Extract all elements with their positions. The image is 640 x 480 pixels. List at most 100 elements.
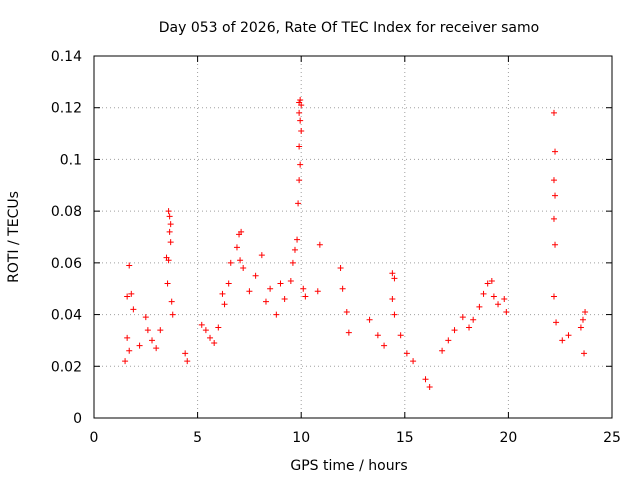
data-point <box>136 342 143 349</box>
data-point <box>374 332 381 339</box>
data-point <box>291 246 298 253</box>
data-point <box>202 327 209 334</box>
data-point <box>459 314 466 321</box>
data-point <box>122 358 129 365</box>
data-point <box>128 290 135 297</box>
data-point <box>397 332 404 339</box>
data-point <box>577 324 584 331</box>
data-point <box>316 241 323 248</box>
data-point <box>124 334 131 341</box>
data-point <box>495 301 502 308</box>
data-point <box>277 280 284 287</box>
data-point <box>153 345 160 352</box>
data-point <box>221 301 228 308</box>
data-point <box>207 334 214 341</box>
data-point <box>559 337 566 344</box>
data-point <box>227 259 234 266</box>
y-tick-label: 0.02 <box>51 359 82 375</box>
data-point <box>281 296 288 303</box>
data-point <box>345 329 352 336</box>
data-point <box>142 314 149 321</box>
data-point <box>488 277 495 284</box>
data-point <box>550 109 557 116</box>
data-point <box>124 293 131 300</box>
data-point <box>167 221 174 228</box>
y-tick-label: 0.12 <box>51 101 82 117</box>
data-point <box>211 340 218 347</box>
data-point <box>219 290 226 297</box>
data-point <box>297 161 304 168</box>
x-tick-label: 15 <box>396 430 414 446</box>
data-point <box>169 311 176 318</box>
data-point <box>238 228 245 235</box>
plot-frame <box>93 55 613 419</box>
data-point <box>198 321 205 328</box>
data-point <box>246 288 253 295</box>
data-point <box>144 327 151 334</box>
data-point <box>343 308 350 315</box>
data-point <box>552 241 559 248</box>
data-point <box>258 252 265 259</box>
x-tick-label: 10 <box>292 430 310 446</box>
data-point <box>445 337 452 344</box>
data-point <box>550 293 557 300</box>
data-point <box>403 350 410 357</box>
data-point <box>233 244 240 251</box>
data-point <box>165 208 172 215</box>
data-point <box>157 327 164 334</box>
data-point <box>582 308 589 315</box>
data-point <box>167 239 174 246</box>
data-point <box>297 117 304 124</box>
data-point <box>168 298 175 305</box>
data-point <box>166 213 173 220</box>
data-point <box>552 192 559 199</box>
y-tick-label: 0.14 <box>51 49 82 65</box>
data-point <box>476 303 483 310</box>
data-point <box>166 228 173 235</box>
y-tick-label: 0.06 <box>51 256 82 272</box>
x-axis-label: GPS time / hours <box>290 458 407 474</box>
data-point <box>296 99 303 106</box>
grid-lines <box>94 56 612 418</box>
data-point <box>267 285 274 292</box>
data-point <box>149 337 156 344</box>
data-point <box>389 296 396 303</box>
data-point <box>389 270 396 277</box>
data-point <box>130 306 137 313</box>
data-point <box>484 280 491 287</box>
data-point <box>182 350 189 357</box>
y-tick-label: 0.08 <box>51 204 82 220</box>
data-point <box>550 177 557 184</box>
data-point <box>466 324 473 331</box>
data-point <box>391 275 398 282</box>
data-point <box>553 319 560 326</box>
x-tick-label: 5 <box>193 430 202 446</box>
y-tick-label: 0.1 <box>60 152 82 168</box>
data-point <box>287 277 294 284</box>
data-point <box>366 316 373 323</box>
data-point <box>581 350 588 357</box>
data-point <box>165 257 172 264</box>
data-point <box>237 257 244 264</box>
data-point <box>337 265 344 272</box>
data-point <box>126 347 133 354</box>
x-tick-label: 20 <box>499 430 517 446</box>
data-point <box>295 200 302 207</box>
data-point <box>215 324 222 331</box>
data-point <box>552 148 559 155</box>
data-point <box>501 296 508 303</box>
data-point <box>297 96 304 103</box>
data-point <box>164 280 171 287</box>
data-point <box>410 358 417 365</box>
data-point <box>503 308 510 315</box>
x-tick-label: 0 <box>90 430 99 446</box>
data-point <box>439 347 446 354</box>
data-point <box>339 285 346 292</box>
data-point <box>240 265 247 272</box>
data-point <box>296 177 303 184</box>
data-point <box>298 127 305 134</box>
data-point <box>490 293 497 300</box>
data-point <box>289 259 296 266</box>
data-point <box>273 311 280 318</box>
